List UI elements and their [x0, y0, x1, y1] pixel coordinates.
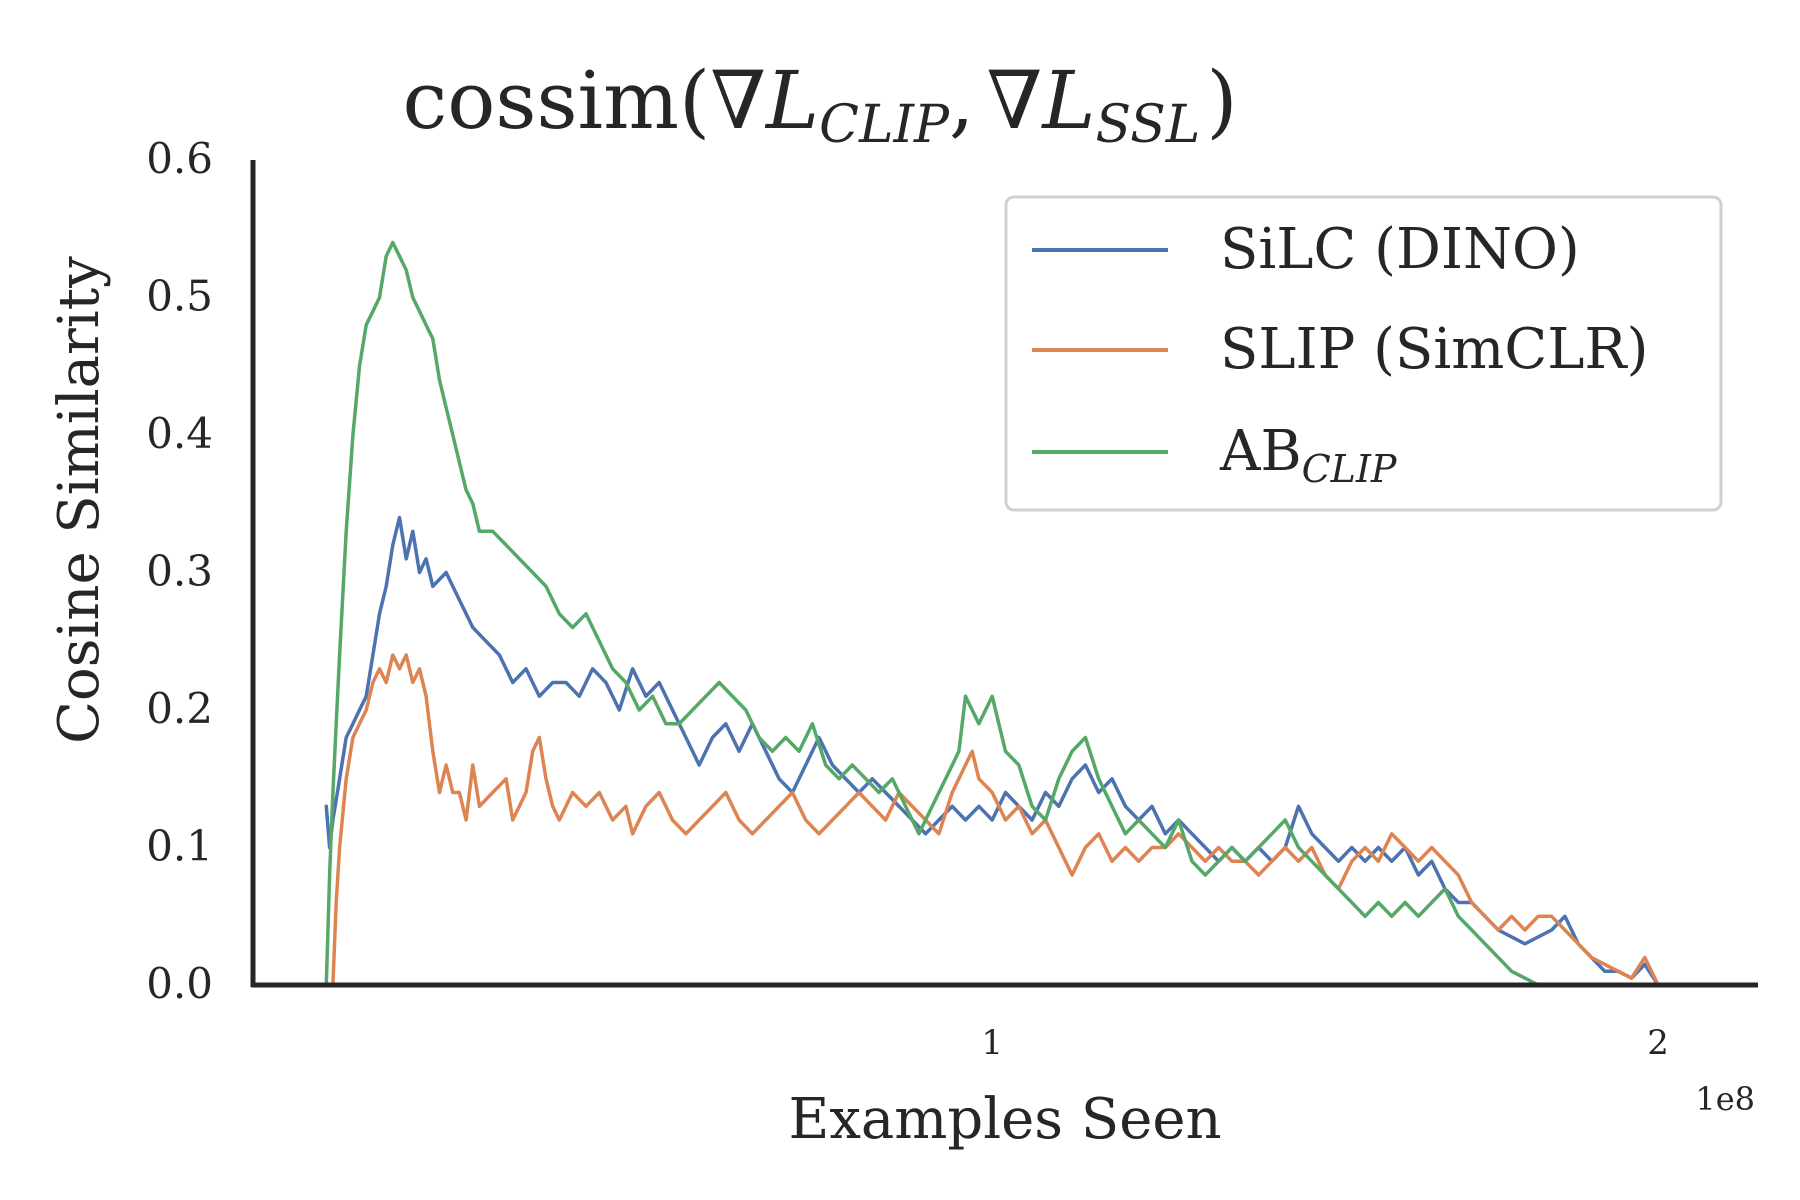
title-loss-2: L	[1040, 54, 1095, 147]
title-comma: ,	[949, 54, 974, 147]
tick-layer: 0.0 0.1 0.2 0.3 0.4 0.5 0.6 1 2	[146, 134, 1669, 1063]
y-tick-label-4: 0.4	[146, 409, 213, 458]
y-tick-label-1: 0.1	[146, 822, 213, 871]
x-tick-label-1: 2	[1647, 1023, 1669, 1063]
title-nabla-2: ∇	[986, 54, 1042, 147]
title-loss-1: L	[764, 54, 819, 147]
legend-items: SiLC (DINO) SLIP (SimCLR) ABCLIP	[1032, 217, 1648, 491]
series-layer	[324, 240, 1660, 987]
y-tick-label-2: 0.2	[146, 684, 213, 733]
title-nabla-1: ∇	[710, 54, 766, 147]
y-tick-label-0: 0.0	[146, 959, 213, 1008]
title-prefix: cossim(	[402, 54, 710, 147]
y-axis-label: Cosine Similarity	[47, 256, 112, 744]
legend-frame	[1004, 195, 1723, 512]
legend: SiLC (DINO) SLIP (SimCLR) ABCLIP	[1004, 195, 1723, 512]
x-tick-label-0: 1	[981, 1023, 1003, 1063]
series-line-3	[324, 240, 1540, 987]
legend-label-3: ABCLIP	[1219, 419, 1398, 491]
y-tick-label-3: 0.3	[146, 547, 213, 596]
x-axis-label: Examples Seen	[788, 1087, 1221, 1152]
x-axis-offset-text: 1e8	[1695, 1080, 1755, 1118]
y-tick-label-5: 0.5	[146, 272, 213, 321]
title-suffix: )	[1206, 54, 1237, 147]
legend-label-2: SLIP (SimCLR)	[1220, 317, 1648, 382]
legend-label-1: SiLC (DINO)	[1220, 217, 1580, 282]
title-sub-ssl: SSL	[1095, 95, 1200, 155]
y-tick-label-6: 0.6	[146, 134, 213, 183]
title-sub-clip: CLIP	[819, 95, 950, 155]
chart-title: cossim(∇LCLIP, ∇LSSL)	[402, 54, 1237, 155]
